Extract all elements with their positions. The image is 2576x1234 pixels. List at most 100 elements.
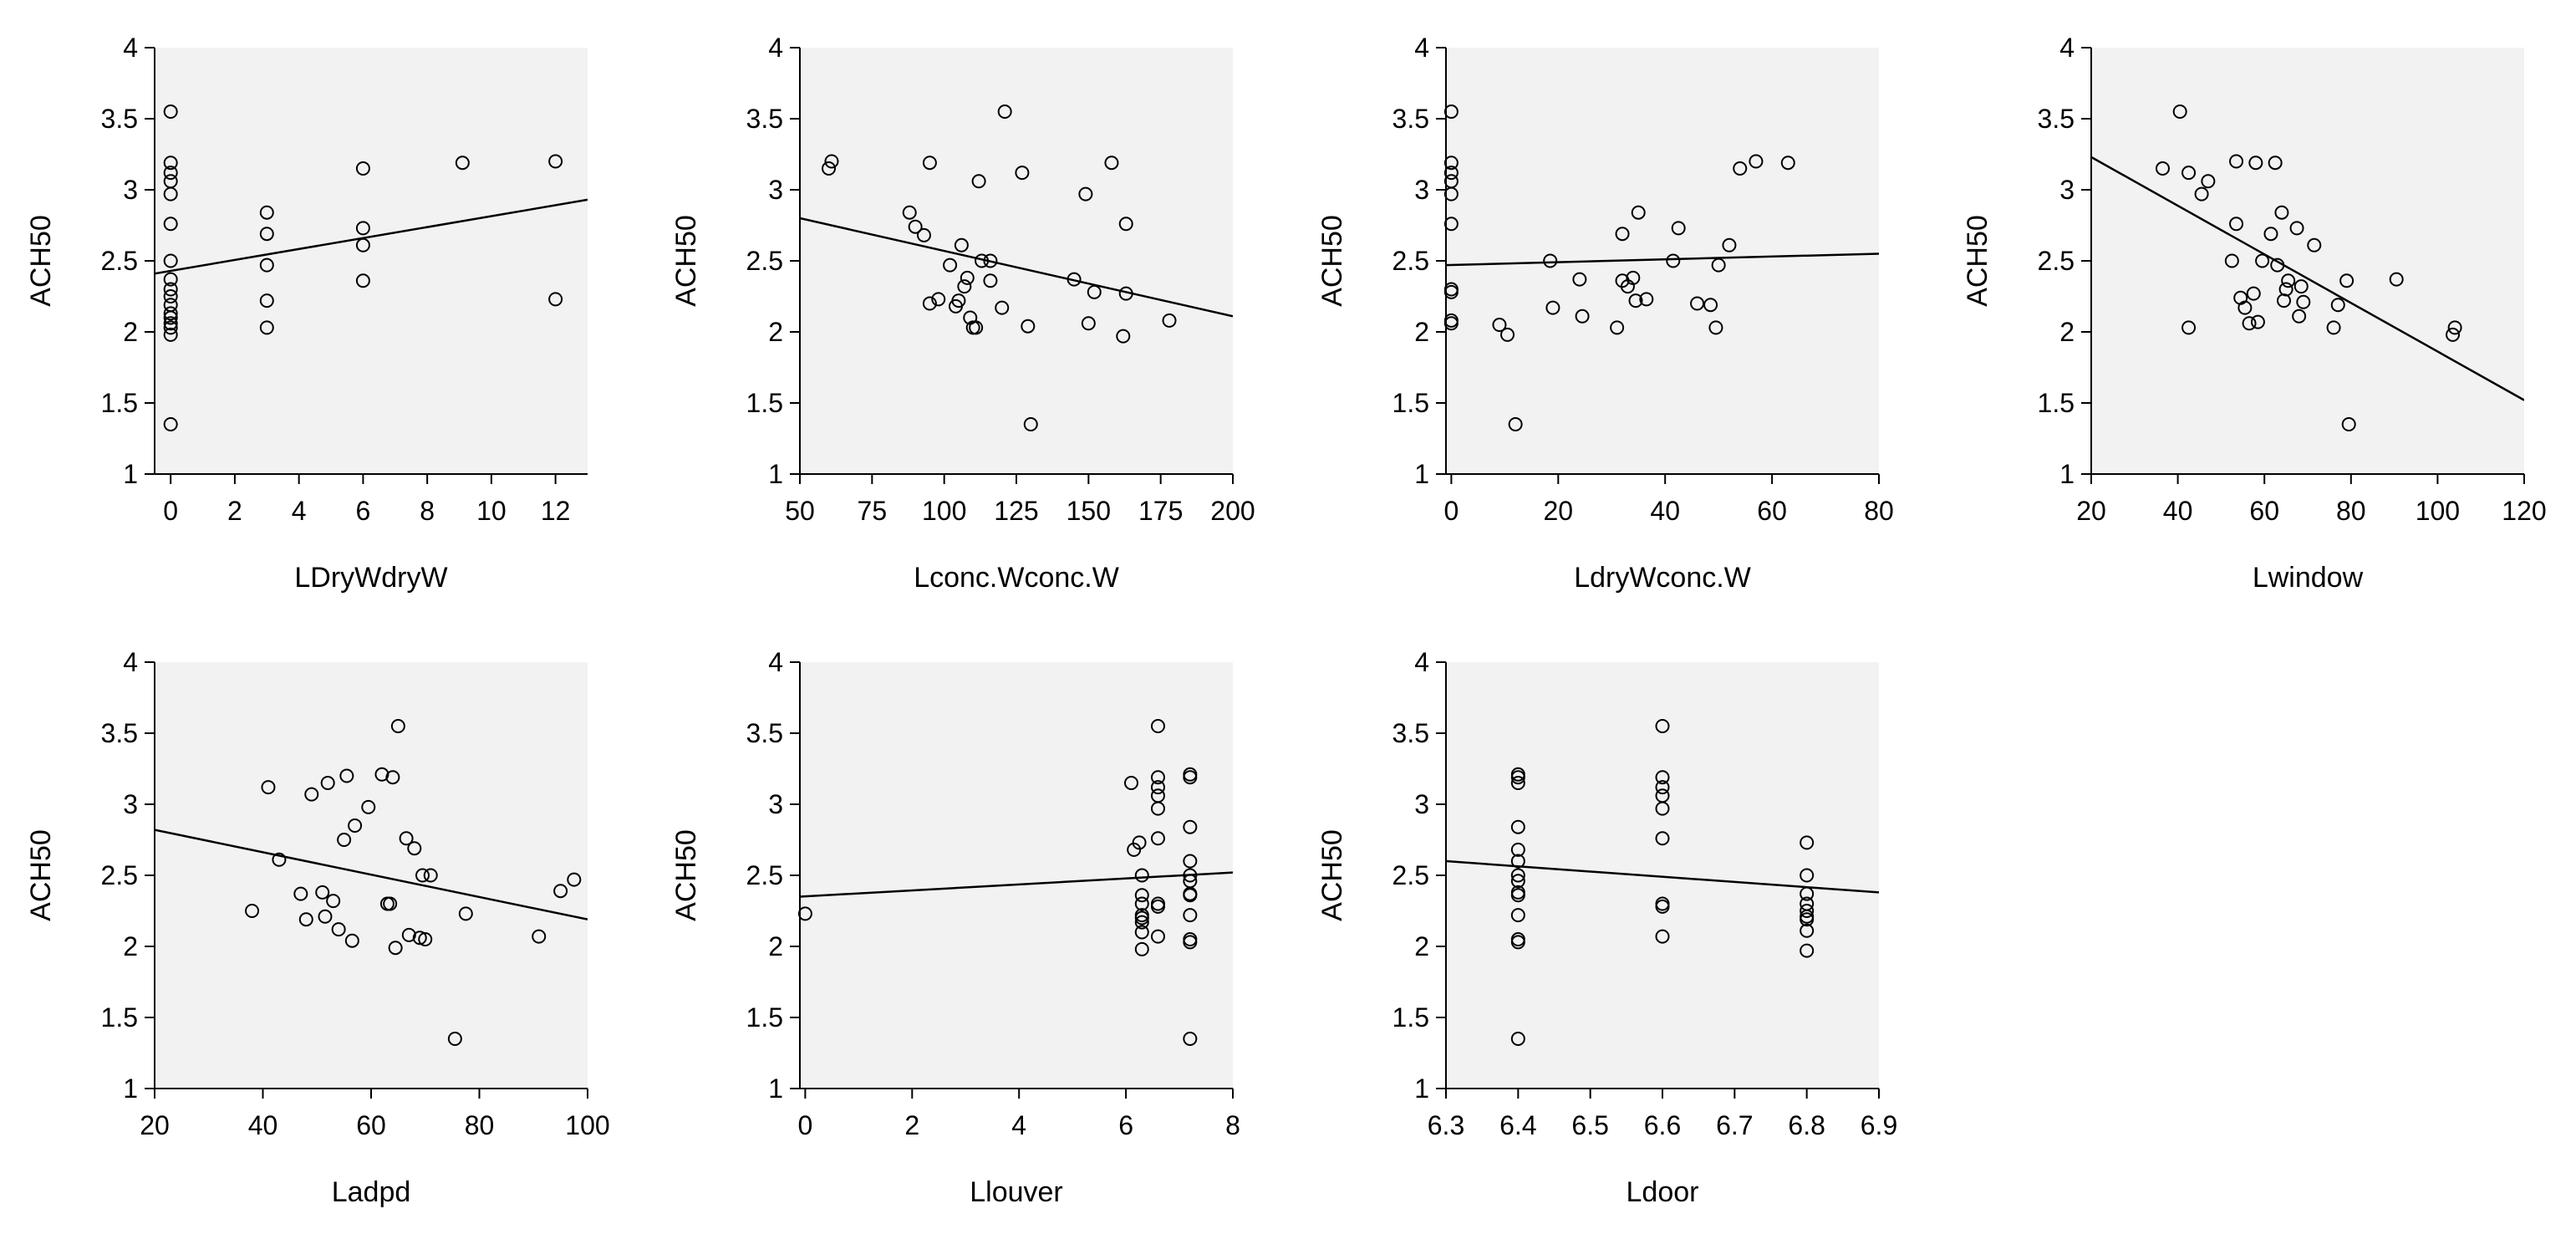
x-tick-label: 8 [420,496,435,526]
data-point [916,227,931,242]
data-point [383,896,398,911]
data-point [1183,935,1198,950]
data-point [320,776,335,790]
data-point [567,872,582,887]
data-point [1510,874,1525,889]
data-point [1655,780,1670,795]
data-point [1183,770,1198,785]
data-point [957,279,972,294]
chart-panel-4: 1 1.5 2 2.5 3 3.5 4 20 40 60 80 100 120 Lwindow ACH50 [1962,33,2547,594]
data-point [2293,279,2309,294]
data-point [1800,886,1815,901]
data-point [163,166,178,181]
data-point [1655,929,1670,944]
data-point [163,417,178,431]
x-tick-label: 6.8 [1788,1110,1825,1140]
y-axis-label: ACH50 [1962,215,1993,307]
data-point [259,320,274,335]
y-tick-label: 2 [123,931,138,961]
data-point [1639,292,1654,307]
y-tick-label: 1.5 [101,1002,138,1033]
data-point [2289,221,2304,236]
data-point [388,941,403,956]
data-point [1183,819,1198,834]
data-point [1134,915,1149,930]
data-point [259,205,274,220]
y-tick-label: 4 [2059,33,2075,63]
y-tick-label: 3.5 [2038,104,2075,134]
y-axis-label: ACH50 [1316,829,1348,921]
y-tick-label: 1.5 [1392,388,1429,418]
data-point [1655,831,1670,846]
y-axis-label: ACH50 [25,829,57,921]
data-point [2155,161,2170,176]
data-point [1492,318,1507,332]
x-tick-label: 175 [1138,496,1183,526]
data-point [1510,1032,1525,1046]
data-point [951,293,966,308]
x-tick-label: 4 [292,496,307,526]
data-point [1610,320,1625,335]
data-point [163,217,178,232]
y-tick-label: 1 [2059,459,2075,489]
x-tick-label: 200 [1210,496,1255,526]
data-point [971,174,986,189]
data-point [2278,282,2293,297]
data-point [2281,273,2296,288]
data-point [943,258,958,273]
data-point [1104,156,1119,171]
data-point [1023,417,1038,431]
data-point [163,272,178,287]
data-point [259,293,274,308]
data-point [1081,316,1096,331]
y-tick-label: 3.5 [1392,718,1429,748]
data-point [1800,923,1815,938]
y-tick-label: 3 [123,175,138,205]
data-point [1628,293,1643,308]
data-point [1118,286,1133,301]
data-point [401,927,416,942]
data-point [1123,776,1138,790]
x-tick-label: 6.3 [1428,1110,1464,1140]
y-tick-label: 4 [1414,647,1429,677]
chart-panel-7: 1 1.5 2 2.5 3 3.5 4 6.3 6.4 6.5 6.6 6.7 6.8 6.9 Ldoor A… [1316,647,1897,1208]
data-point [355,221,370,236]
plot-area [800,662,1233,1089]
data-point [1118,217,1133,232]
data-point [415,868,430,883]
data-point [1800,868,1815,883]
y-tick-label: 3 [1414,175,1429,205]
y-tick-label: 2.5 [101,860,138,890]
data-point [2292,308,2307,324]
data-point [344,933,359,948]
data-point [822,161,837,176]
data-point [1183,908,1198,923]
x-tick-label: 6.4 [1499,1110,1536,1140]
data-point [902,205,917,220]
data-point [1134,925,1149,940]
data-point [163,310,178,325]
data-point [1443,105,1459,119]
data-point [1134,910,1149,926]
y-tick-label: 1 [123,459,138,489]
x-axis-label: Lwindow [2253,562,2364,594]
data-point [1572,272,1587,287]
data-point [931,292,946,307]
data-point [1510,776,1525,790]
x-tick-label: 8 [1225,1110,1240,1140]
data-point [1183,888,1198,903]
data-point [1150,831,1165,846]
data-point [1500,327,1515,342]
y-axis-label: ACH50 [670,829,702,921]
y-tick-label: 3 [123,789,138,819]
data-point [2307,237,2322,252]
data-point [390,719,405,733]
data-point [2201,174,2216,189]
y-axis-label: ACH50 [1316,215,1348,307]
data-point [1015,166,1030,181]
data-point [2389,272,2404,287]
chart-panel-6: 1 1.5 2 2.5 3 3.5 4 0 2 4 6 8 Llouver ACH50 [670,647,1240,1208]
data-point [1780,156,1795,171]
x-tick-label: 0 [163,496,178,526]
data-point [163,253,178,268]
